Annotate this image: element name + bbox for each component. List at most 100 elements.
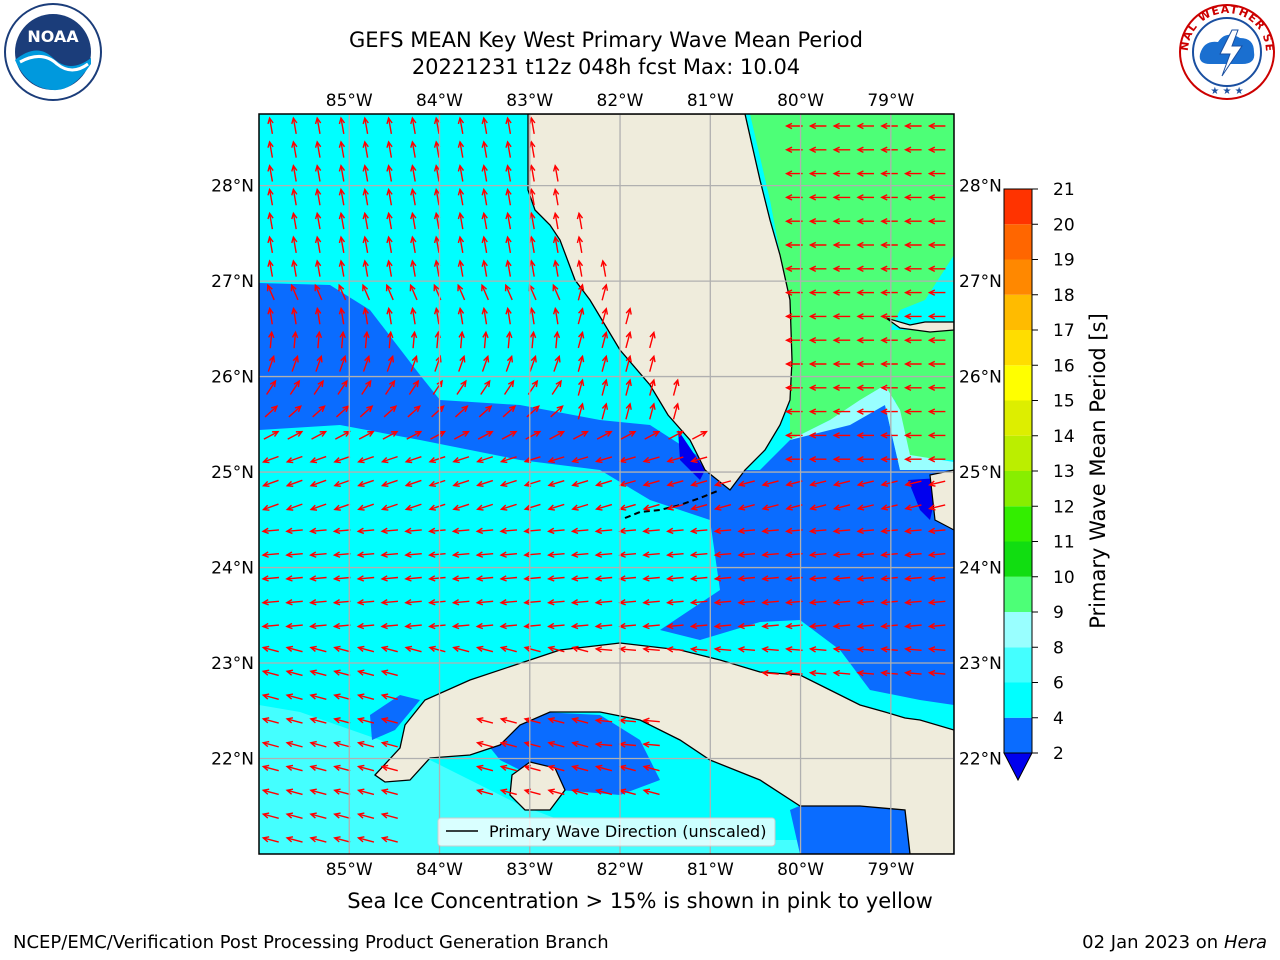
wave-arrow [334, 576, 351, 580]
wave-arrow [667, 480, 684, 486]
wave-arrow-head [404, 480, 413, 487]
wave-arrow [929, 648, 946, 651]
wave-arrow-head [927, 265, 936, 273]
wave-arrow [548, 624, 565, 628]
wave-arrow [672, 403, 679, 420]
wave-arrow [358, 742, 375, 748]
wave-arrow-head [642, 646, 650, 653]
wave-arrow-head [411, 354, 418, 363]
wave-arrow-head [594, 480, 603, 487]
wave-arrow-head [362, 283, 369, 292]
wave-arrow [530, 117, 535, 135]
wave-arrow [334, 503, 351, 511]
wave-arrow-head [880, 599, 888, 606]
wave-arrow [477, 646, 494, 653]
lon-tick-label-bottom: 81°W [687, 860, 734, 880]
wave-arrow [311, 431, 327, 440]
wave-arrow-head [435, 354, 442, 363]
wave-arrow [382, 718, 398, 724]
wave-arrow-head [601, 283, 609, 291]
lat-tick-label-right: 23°N [959, 654, 1002, 674]
wave-arrow [429, 646, 446, 653]
wave-arrow-head [475, 622, 484, 630]
wave-arrow-head [533, 430, 542, 437]
wave-arrow-head [642, 575, 650, 582]
wave-arrow-head [332, 599, 341, 606]
wave-arrow-head [318, 405, 326, 413]
wave-arrow-head [903, 360, 912, 368]
wave-arrow-head [785, 480, 793, 487]
wave-arrow-head [475, 527, 484, 535]
wave-arrow [625, 308, 631, 325]
wave-arrow [358, 789, 375, 796]
wave-arrow [667, 553, 684, 556]
wave-arrow [290, 284, 299, 301]
wave-arrow-head [428, 575, 436, 582]
wave-arrow-head [856, 313, 864, 320]
wave-arrow-head [531, 379, 539, 388]
wave-arrow-head [309, 645, 317, 652]
colorbar-segment [1004, 541, 1032, 577]
wave-arrow [477, 742, 494, 748]
wave-arrow-head [436, 379, 443, 388]
wave-arrow [524, 553, 541, 556]
wave-arrow-head [625, 378, 632, 387]
wave-arrow [738, 600, 756, 604]
wave-arrow-head [387, 354, 395, 363]
wave-arrow-head [314, 306, 322, 315]
wave-arrow [524, 479, 541, 487]
wave-arrow-head [261, 836, 270, 843]
wave-arrow-head [904, 669, 912, 677]
wave-arrow [340, 213, 345, 230]
wave-arrow [530, 165, 535, 182]
wave-arrow-head [690, 480, 698, 487]
wave-arrow-head [485, 405, 493, 413]
wave-arrow [507, 308, 511, 325]
wave-arrow-head [594, 764, 603, 771]
wave-arrow-head [601, 330, 609, 339]
wave-arrow-head [404, 504, 413, 511]
wave-arrow-head [261, 740, 270, 748]
wave-arrow [668, 431, 684, 440]
wave-arrow-head [594, 788, 603, 795]
wave-arrow-head [333, 457, 341, 464]
wave-arrow-head [413, 405, 421, 413]
wave-arrow-head [433, 306, 441, 315]
wave-arrow-head [808, 527, 817, 535]
wave-arrow-head [481, 259, 488, 267]
wave-arrow [457, 284, 466, 301]
lon-tick-label-bottom: 83°W [506, 860, 553, 880]
wave-arrow-head [927, 241, 936, 249]
wave-arrow [572, 503, 589, 510]
wave-arrow-head [291, 235, 298, 244]
wave-arrow [334, 553, 351, 556]
wave-arrow-head [903, 265, 912, 273]
wave-arrow-head [927, 599, 936, 606]
wave-arrow-head [666, 599, 674, 606]
wave-arrow [362, 356, 370, 372]
wave-arrow [435, 141, 440, 158]
wave-arrow-head [571, 740, 579, 748]
wave-arrow-head [642, 717, 650, 724]
colorbar-segment [1004, 471, 1032, 507]
lon-tick-label-top: 85°W [326, 91, 373, 111]
wave-arrow [738, 529, 756, 532]
wave-arrow-head [356, 812, 365, 819]
wave-arrow-head [433, 187, 441, 196]
wave-arrow [481, 284, 490, 301]
wave-arrow-head [314, 164, 322, 172]
wave-arrow [596, 503, 613, 510]
wave-arrow-head [570, 551, 579, 558]
wave-arrow [643, 765, 660, 772]
wave-arrow-head [309, 599, 317, 606]
wave-arrow [905, 553, 922, 556]
wave-arrow-head [594, 504, 603, 511]
credit-host: Hera [1223, 932, 1267, 953]
wave-arrow [572, 431, 588, 440]
wave-arrow [358, 576, 375, 580]
colorbar-segment [1004, 400, 1032, 436]
wave-arrow-head [261, 717, 270, 724]
wave-arrow [405, 646, 422, 653]
wave-arrow [738, 624, 756, 628]
wave-arrow-head [367, 430, 375, 437]
